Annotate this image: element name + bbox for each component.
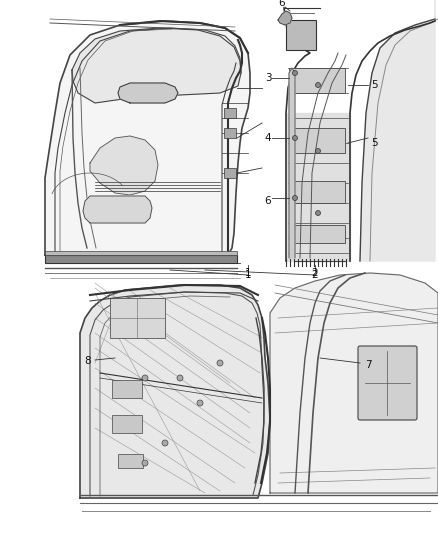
Circle shape [217,360,223,366]
Polygon shape [289,68,295,258]
Circle shape [162,440,168,446]
Bar [289,128,345,153]
Polygon shape [72,28,241,103]
Bar [118,454,143,468]
Bar [289,181,345,203]
Polygon shape [270,273,438,493]
Polygon shape [90,136,158,195]
Bar [110,298,165,338]
Text: 5: 5 [372,138,378,148]
Polygon shape [286,113,350,261]
Polygon shape [80,285,270,498]
Bar [289,68,345,93]
Circle shape [315,83,321,87]
Circle shape [177,375,183,381]
Circle shape [142,375,148,381]
Bar [224,108,236,118]
Bar [224,168,236,178]
Text: 1: 1 [245,268,251,278]
Circle shape [315,149,321,154]
Polygon shape [45,21,250,255]
Text: 5: 5 [372,80,378,90]
Polygon shape [360,0,435,261]
Bar [112,380,142,398]
FancyBboxPatch shape [358,346,417,420]
Text: 1: 1 [245,270,251,280]
Bar [224,128,236,138]
Bar [286,20,316,50]
Circle shape [293,70,297,76]
Text: 4: 4 [265,133,271,143]
Bar [289,225,345,243]
Text: 6: 6 [265,196,271,206]
Text: 2: 2 [312,270,318,280]
Text: 3: 3 [265,73,271,83]
Circle shape [197,400,203,406]
Text: 6: 6 [279,0,285,8]
Polygon shape [83,196,152,223]
Circle shape [293,135,297,141]
Polygon shape [118,83,178,103]
Circle shape [315,211,321,215]
Bar [45,251,237,255]
Text: 2: 2 [312,268,318,278]
Text: 7: 7 [365,360,371,370]
Bar [112,415,142,433]
Text: 8: 8 [85,356,91,366]
Polygon shape [278,11,292,25]
Circle shape [293,196,297,200]
Circle shape [142,460,148,466]
Bar [45,255,237,263]
